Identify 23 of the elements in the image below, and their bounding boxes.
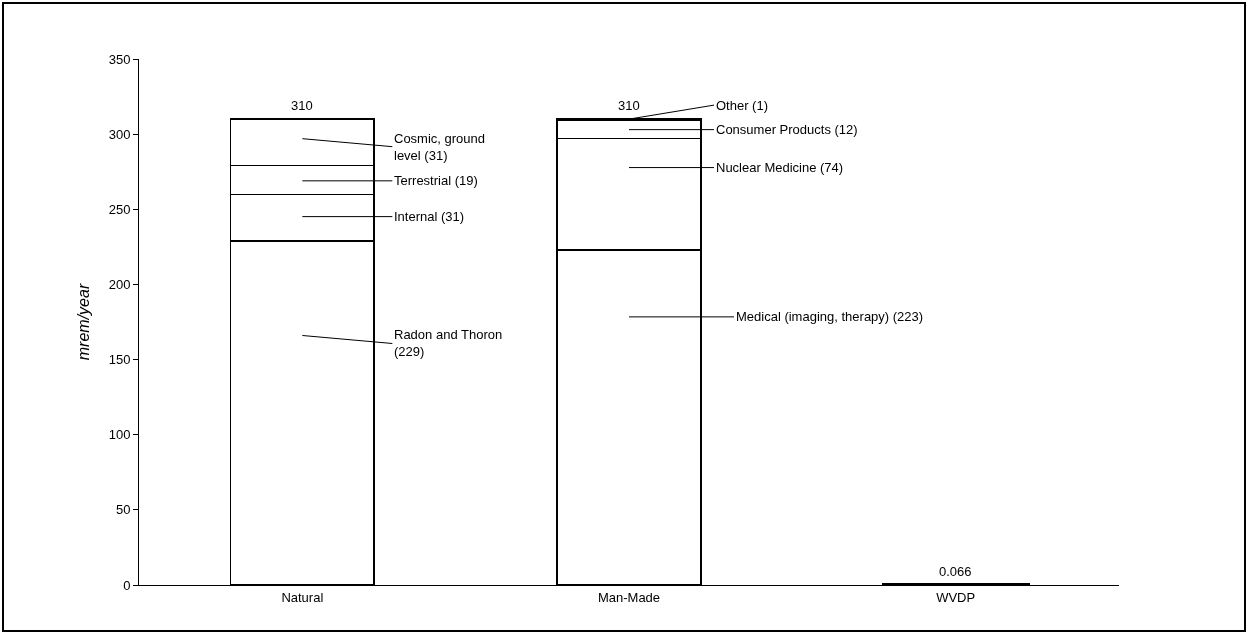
x-tick-label: WVDP xyxy=(936,589,976,605)
annotation: Cosmic, ground level (31) xyxy=(394,131,486,163)
x-tick-label: Natural xyxy=(281,589,324,605)
total-label: 310 xyxy=(618,98,640,113)
y-tick-label: 0 xyxy=(123,577,131,593)
x-tick-label: Man-Made xyxy=(597,589,661,605)
y-tick-label: 250 xyxy=(108,201,131,217)
annotation: Internal (31) xyxy=(394,209,465,224)
annotation: Nuclear Medicine (74) xyxy=(716,160,844,175)
annotation: Terrestrial (19) xyxy=(394,173,478,188)
annotation: Medical (imaging, therapy) (223) xyxy=(736,309,924,324)
y-tick-label: 200 xyxy=(108,276,131,292)
annotation: Consumer Products (12) xyxy=(716,122,858,137)
total-label: 310 xyxy=(291,98,313,113)
y-tick-label: 150 xyxy=(108,352,131,368)
annotation: Other (1) xyxy=(716,98,769,113)
y-tick-label: 50 xyxy=(115,502,131,518)
y-axis-title: mrem/year xyxy=(74,283,92,361)
y-tick-label: 300 xyxy=(108,126,131,142)
total-label: 0.066 xyxy=(939,564,972,579)
y-tick-label: 350 xyxy=(108,51,131,67)
y-tick-label: 100 xyxy=(108,427,131,443)
annotation: Radon and Thoron (229) xyxy=(394,327,503,359)
